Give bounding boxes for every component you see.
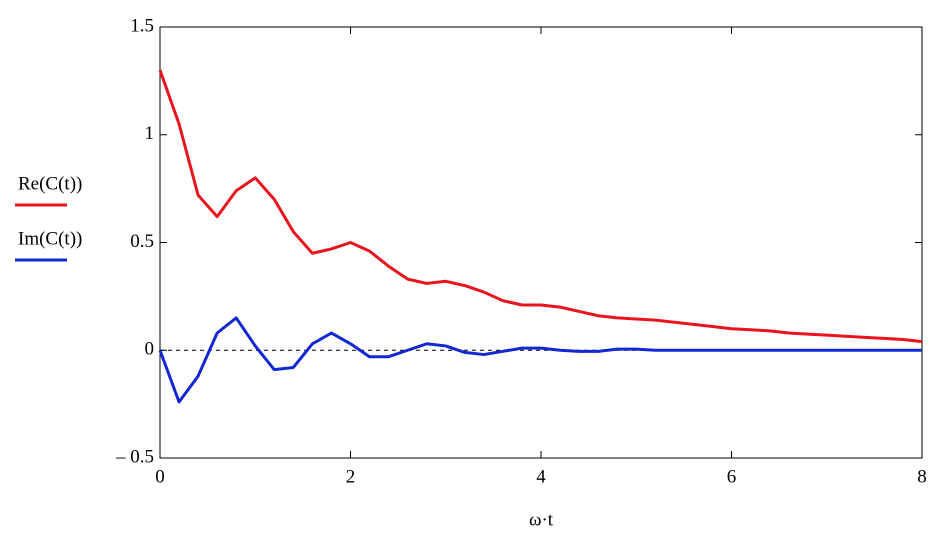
y-tick-label: 1 (145, 123, 155, 144)
x-tick-label: 2 (346, 466, 356, 487)
y-tick-label: – 0.5 (115, 446, 154, 467)
x-tick-label: 0 (155, 466, 165, 487)
legend-label: Re(C(t)) (18, 173, 82, 194)
x-axis-label: ω·t (529, 509, 554, 530)
series-line (158, 69, 923, 344)
plot-frame (159, 26, 923, 459)
y-tick-label: 1.5 (130, 15, 154, 36)
y-tick-label: 0 (145, 339, 155, 360)
x-tick-label: 8 (917, 466, 927, 487)
x-tick-label: 4 (536, 466, 546, 487)
y-tick-label: 0.5 (130, 231, 154, 252)
series-line (158, 316, 922, 404)
x-tick-label: 6 (727, 466, 737, 487)
legend-label: Im(C(t)) (18, 228, 82, 249)
